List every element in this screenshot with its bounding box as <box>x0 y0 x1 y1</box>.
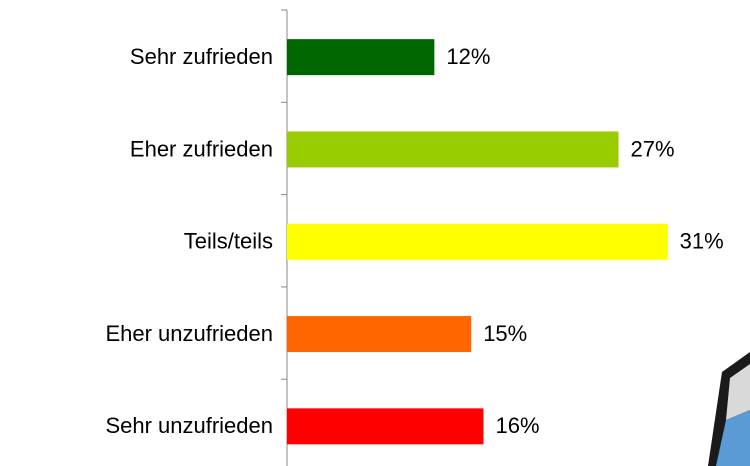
category-label: Teils/teils <box>184 229 273 254</box>
data-label: 15% <box>483 321 527 346</box>
category-label: Eher zufrieden <box>130 136 273 161</box>
bar <box>287 131 619 167</box>
data-label: 27% <box>631 136 675 161</box>
data-label: 31% <box>680 229 724 254</box>
bar <box>287 39 434 75</box>
data-label: 12% <box>446 44 490 69</box>
decoration <box>708 352 750 466</box>
category-label: Sehr zufrieden <box>130 44 273 69</box>
bar <box>287 224 668 260</box>
data-label: 16% <box>495 413 539 438</box>
category-label: Eher unzufrieden <box>105 321 273 346</box>
bar <box>287 316 471 352</box>
chart: Sehr zufrieden 12% Eher zufrieden 27% Teils/… <box>0 0 750 466</box>
bar <box>287 408 483 444</box>
category-label: Sehr unzufrieden <box>105 413 273 438</box>
